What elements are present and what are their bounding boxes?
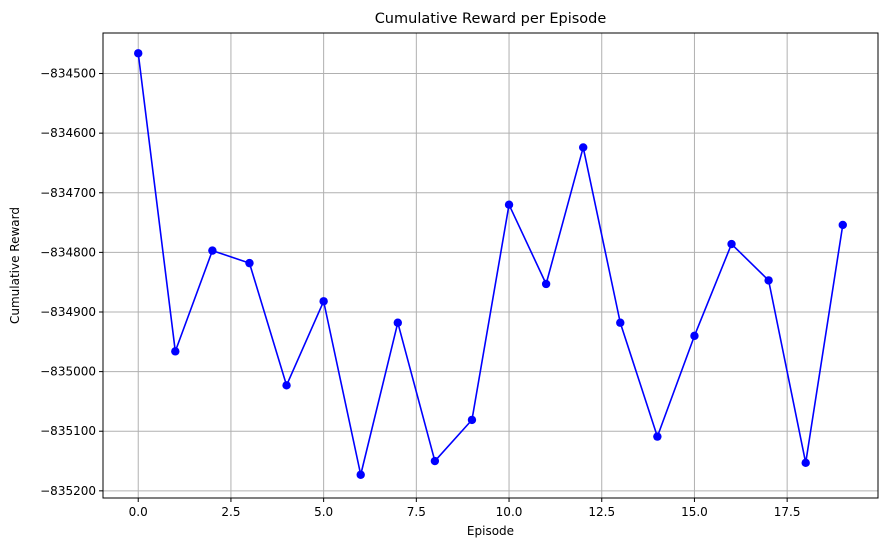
data-point [579, 143, 588, 152]
x-tick-label: 5.0 [314, 505, 333, 519]
y-tick-label: −835100 [40, 424, 96, 438]
chart-title: Cumulative Reward per Episode [375, 11, 607, 27]
y-axis-title: Cumulative Reward [8, 207, 22, 324]
x-tick-label: 7.5 [407, 505, 426, 519]
data-point [356, 470, 365, 479]
data-point [838, 220, 847, 230]
x-tick-label: 17.5 [774, 505, 801, 519]
ticks: 0.0 2.5 5.0 7.5 10.0 12.5 15.0 17.5 −834500 −8346… [40, 67, 800, 519]
data-point [208, 246, 217, 255]
x-axis-title: Episode [467, 524, 514, 538]
data-point [467, 415, 477, 425]
x-tick-label: 15.0 [681, 505, 708, 519]
y-tick-label: −834600 [40, 126, 96, 140]
x-tick-label: 2.5 [221, 505, 240, 519]
data-point [541, 279, 551, 289]
y-tick-label: −835000 [40, 365, 96, 379]
data-point [282, 381, 291, 390]
data-point [801, 458, 810, 468]
data-point [430, 456, 440, 466]
series-layer [134, 49, 847, 479]
data-point [690, 331, 699, 341]
data-point [134, 49, 143, 58]
y-tick-label: −834900 [40, 305, 96, 319]
x-tick-label: 0.0 [129, 505, 148, 519]
data-point [764, 276, 773, 285]
x-tick-label: 12.5 [588, 505, 615, 519]
data-point [245, 258, 254, 268]
data-point [319, 297, 328, 306]
data-point [393, 318, 402, 327]
y-tick-label: −834800 [40, 245, 96, 259]
x-tick-label: 10.0 [496, 505, 523, 519]
data-point [653, 432, 662, 441]
plot-frame [102, 32, 879, 499]
y-tick-label: −834500 [40, 67, 96, 81]
y-tick-label: −834700 [40, 186, 96, 200]
series-line [137, 53, 844, 476]
y-tick-label: −835200 [40, 484, 96, 498]
data-point [504, 200, 514, 209]
data-point [171, 347, 180, 356]
data-point [727, 239, 736, 249]
data-point [616, 318, 625, 327]
